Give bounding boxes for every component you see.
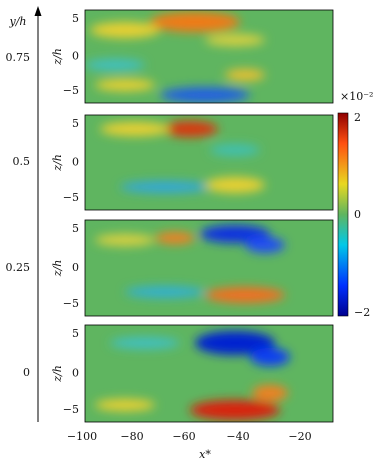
colorbar — [337, 112, 349, 317]
y-tick-label: 0.25 — [6, 261, 31, 274]
x-tick-label: −100 — [67, 430, 97, 443]
x-tick-label: −80 — [120, 430, 143, 443]
y-axis-arrow — [34, 6, 42, 16]
x-axis-label: x* — [199, 448, 211, 461]
z-tick-label: −5 — [63, 297, 79, 310]
colorbar-tick-label: 2 — [354, 111, 361, 124]
colorbar-tick-label: −2 — [354, 306, 370, 319]
field-panel — [85, 325, 333, 422]
z-tick-label: 0 — [72, 156, 79, 169]
z-axis-label: z/h — [51, 365, 64, 383]
z-tick-label: 5 — [72, 117, 79, 130]
x-tick-label: −40 — [226, 430, 249, 443]
colorbar-tick-label: 0 — [354, 208, 361, 221]
z-tick-label: 0 — [72, 367, 79, 380]
z-tick-label: 0 — [72, 261, 79, 274]
y-axis-label: y/h — [8, 15, 26, 28]
z-tick-label: −5 — [63, 403, 79, 416]
y-tick-label: 0 — [23, 366, 30, 379]
y-tick-label: 0.75 — [6, 51, 31, 64]
z-tick-label: −5 — [63, 191, 79, 204]
z-tick-label: −5 — [63, 84, 79, 97]
field-panel — [85, 220, 333, 316]
z-tick-label: 0 — [72, 50, 79, 63]
x-tick-label: −20 — [288, 430, 311, 443]
panel-frames — [84, 9, 334, 423]
field-panel — [85, 115, 333, 210]
z-axis-label: z/h — [51, 48, 64, 66]
colorbar-exponent: ×10⁻² — [340, 90, 373, 103]
z-tick-label: 5 — [72, 12, 79, 25]
z-axis-label: z/h — [51, 260, 64, 278]
z-axis-label: z/h — [51, 154, 64, 172]
x-tick-label: −60 — [172, 430, 195, 443]
field-panel — [85, 10, 333, 103]
z-tick-label: 5 — [72, 327, 79, 340]
y-tick-label: 0.5 — [13, 155, 31, 168]
z-tick-label: 5 — [72, 222, 79, 235]
